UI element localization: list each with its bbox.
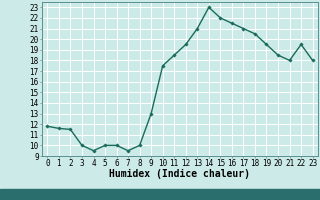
X-axis label: Humidex (Indice chaleur): Humidex (Indice chaleur): [109, 169, 251, 179]
